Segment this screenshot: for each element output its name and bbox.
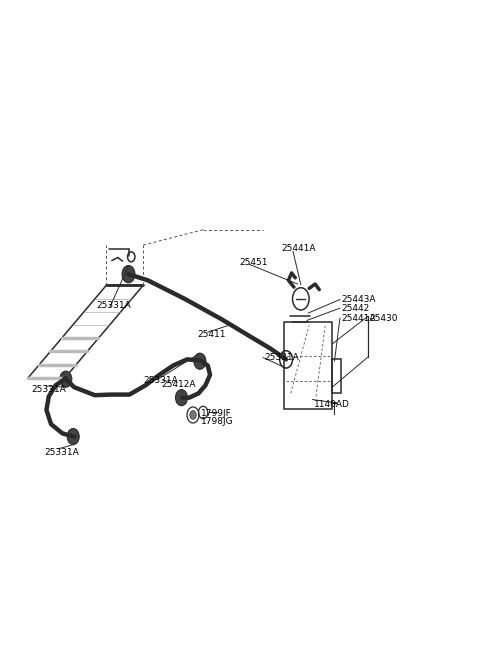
- Text: 25411: 25411: [198, 330, 226, 339]
- Text: 25442: 25442: [341, 304, 370, 313]
- Text: 25430: 25430: [369, 313, 397, 323]
- Circle shape: [60, 371, 72, 387]
- Text: 25331A: 25331A: [143, 376, 178, 386]
- Text: 25331A: 25331A: [32, 384, 66, 394]
- Bar: [332, 359, 341, 394]
- Text: 1799JF: 1799JF: [201, 409, 231, 419]
- Text: 25331A: 25331A: [96, 300, 131, 309]
- Circle shape: [176, 390, 188, 406]
- Text: 1798JG: 1798JG: [201, 417, 233, 426]
- Text: 25441A: 25441A: [341, 313, 376, 323]
- Text: 25331A: 25331A: [44, 447, 79, 457]
- Circle shape: [122, 265, 135, 283]
- Bar: [284, 323, 332, 409]
- Text: 1140AD: 1140AD: [314, 400, 349, 409]
- Circle shape: [67, 428, 79, 445]
- Text: 25331A: 25331A: [264, 353, 299, 362]
- Text: 25443A: 25443A: [341, 295, 376, 304]
- Text: 25412A: 25412A: [162, 380, 196, 388]
- Circle shape: [190, 411, 196, 419]
- Circle shape: [194, 353, 206, 369]
- Text: 25451: 25451: [239, 258, 267, 267]
- Text: 25441A: 25441A: [281, 244, 316, 253]
